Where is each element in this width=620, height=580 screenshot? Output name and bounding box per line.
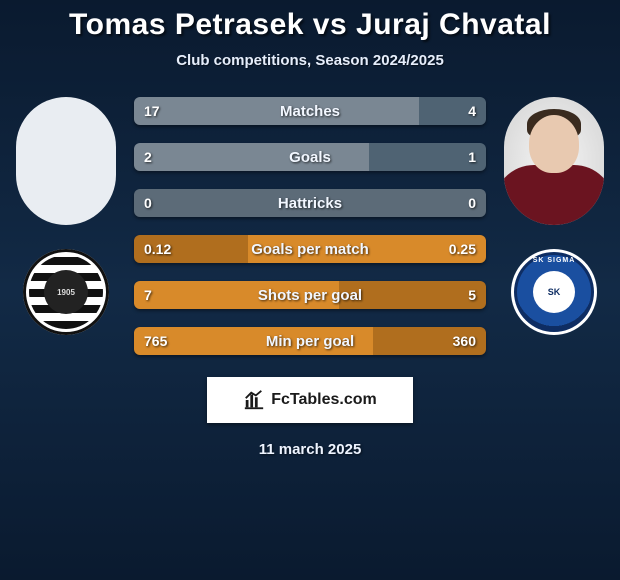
- stat-segment-left: [134, 235, 248, 263]
- head: [529, 115, 579, 173]
- stat-segment-right: [248, 235, 486, 263]
- title-player-left: Tomas Petrasek: [69, 8, 304, 41]
- date-line: 11 march 2025: [0, 441, 620, 458]
- main-row: 1905 Matches174 Goals21 Hattricks00 Goals p…: [0, 97, 620, 355]
- left-column: 1905: [6, 97, 126, 335]
- stat-segment-left: [134, 143, 369, 171]
- stat-bar: Min per goal765360: [134, 327, 486, 355]
- stat-segment-right: [373, 327, 486, 355]
- stats-bars: Matches174 Goals21 Hattricks00 Goals per ma…: [126, 97, 494, 355]
- jersey: [504, 165, 604, 225]
- page-title: Tomas Petrasek vs Juraj Chvatal: [0, 8, 620, 42]
- stat-segment-left: [134, 281, 339, 309]
- page-subtitle: Club competitions, Season 2024/2025: [0, 52, 620, 69]
- club-badge-left: 1905: [23, 249, 109, 335]
- stat-bar: Shots per goal75: [134, 281, 486, 309]
- player-photo-left: [16, 97, 116, 225]
- bar-chart-icon: [243, 389, 265, 411]
- stat-segment-left: [134, 189, 310, 217]
- brand-box: FcTables.com: [207, 377, 413, 423]
- stat-segment-right: [310, 189, 486, 217]
- comparison-infographic: Tomas Petrasek vs Juraj Chvatal Club com…: [0, 0, 620, 458]
- badge-initials: SK: [533, 271, 575, 313]
- right-column: SK SIGMA SK: [494, 97, 614, 335]
- stat-segment-right: [419, 97, 486, 125]
- brand-text: FcTables.com: [271, 391, 377, 409]
- stat-segment-right: [339, 281, 486, 309]
- stat-segment-left: [134, 97, 419, 125]
- stat-bar: Goals21: [134, 143, 486, 171]
- title-vs: vs: [313, 8, 347, 41]
- player-photo-right: [504, 97, 604, 225]
- title-player-right: Juraj Chvatal: [356, 8, 551, 41]
- stat-bar: Goals per match0.120.25: [134, 235, 486, 263]
- club-badge-right: SK SIGMA SK: [511, 249, 597, 335]
- stat-bar: Hattricks00: [134, 189, 486, 217]
- stat-bar: Matches174: [134, 97, 486, 125]
- stat-segment-left: [134, 327, 373, 355]
- stat-segment-right: [369, 143, 486, 171]
- badge-text: SK SIGMA: [533, 257, 576, 264]
- badge-year: 1905: [44, 270, 88, 314]
